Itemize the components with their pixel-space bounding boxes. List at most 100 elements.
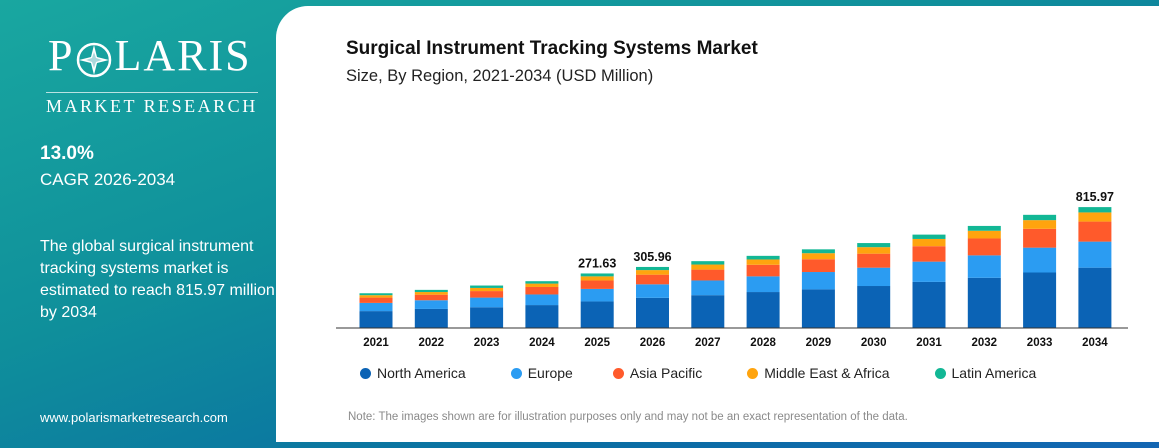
chart-panel: Surgical Instrument Tracking Systems Mar…	[276, 6, 1159, 442]
bar-segment-2022-middle-east-africa	[414, 292, 448, 295]
x-tick-label-2026: 2026	[640, 337, 666, 349]
bar-segment-2031-europe	[912, 261, 946, 282]
bar-segment-2030-asia-pacific	[857, 253, 891, 268]
bar-segment-2029-middle-east-africa	[801, 253, 835, 260]
sidebar: P LARIS MARKET RESEARCH 13.0% CAGR 2026-…	[0, 0, 300, 448]
legend-item-asia-pacific: Asia Pacific	[612, 365, 703, 381]
x-tick-label-2023: 2023	[474, 337, 500, 349]
bar-segment-2022-europe	[414, 300, 448, 309]
x-tick-label-2025: 2025	[584, 337, 610, 349]
data-label-2026: 305.96	[633, 250, 671, 264]
bar-segment-2029-europe	[801, 272, 835, 290]
x-tick-label-2027: 2027	[695, 337, 721, 349]
bar-segment-2022-north-america	[414, 308, 448, 328]
data-label-2034: 815.97	[1076, 190, 1114, 204]
bar-segment-2034-latin-america	[1078, 207, 1112, 213]
bar-segment-2031-north-america	[912, 281, 946, 328]
bar-segment-2028-north-america	[746, 292, 780, 328]
bar-segment-2024-europe	[525, 294, 559, 306]
bar-segment-2024-north-america	[525, 305, 559, 328]
disclaimer-note: Note: The images shown are for illustrat…	[348, 411, 908, 423]
bar-segment-2023-north-america	[470, 307, 504, 328]
website-link[interactable]: www.polarismarketresearch.com	[40, 410, 228, 425]
x-tick-label-2028: 2028	[750, 337, 776, 349]
bar-segment-2034-asia-pacific	[1078, 221, 1112, 242]
bar-segment-2026-latin-america	[636, 266, 669, 271]
legend-label: North America	[377, 365, 466, 381]
bar-segment-2033-north-america	[1023, 272, 1057, 328]
legend-label: Latin America	[951, 365, 1037, 381]
compass-star-icon	[76, 38, 112, 77]
bar-segment-2030-europe	[857, 267, 891, 287]
legend-item-north-america: North America	[360, 365, 466, 381]
bar-segment-2032-north-america	[967, 277, 1001, 328]
bar-segment-2026-europe	[636, 284, 669, 298]
bar-segment-2030-middle-east-africa	[857, 247, 891, 254]
bar-segment-2028-latin-america	[746, 255, 780, 260]
bar-segment-2032-middle-east-africa	[967, 230, 1001, 239]
legend-label: Europe	[527, 365, 573, 381]
stacked-bar-chart: 2021 2022 2023 2024 2025 271.63 2026 305.96 2027…	[336, 190, 1128, 349]
bar-segment-2025-middle-east-africa	[580, 276, 614, 281]
bar-segment-2030-latin-america	[857, 243, 891, 248]
bar-segment-2023-latin-america	[470, 285, 504, 288]
bar-segment-2031-asia-pacific	[912, 246, 946, 262]
data-label-2025: 271.63	[578, 256, 616, 270]
brand-name-part1: P	[48, 31, 75, 80]
bar-segment-2032-asia-pacific	[967, 238, 1001, 256]
bar-segment-2026-north-america	[636, 297, 669, 328]
chart-title: Surgical Instrument Tracking Systems Mar…	[346, 38, 758, 59]
cagr-label: CAGR 2026-2034	[40, 170, 176, 189]
x-tick-label-2031: 2031	[916, 337, 942, 349]
legend-label: Asia Pacific	[629, 365, 703, 381]
bar-segment-2022-asia-pacific	[414, 294, 448, 301]
bar-segment-2027-asia-pacific	[691, 269, 725, 281]
bar-segment-2031-middle-east-africa	[912, 238, 946, 247]
bar-segment-2025-europe	[580, 288, 614, 302]
bar-segment-2021-latin-america	[359, 293, 393, 296]
bar-segment-2029-latin-america	[801, 249, 835, 254]
x-tick-label-2030: 2030	[861, 337, 887, 349]
market-description: The global surgical instrument tracking …	[40, 238, 275, 321]
legend-swatch	[360, 367, 371, 379]
bar-segment-2032-europe	[967, 255, 1001, 278]
cagr-value: 13.0%	[40, 143, 94, 164]
bar-segment-2021-asia-pacific	[359, 297, 393, 303]
bar-segment-2021-europe	[359, 302, 393, 312]
legend-item-middle-east-africa: Middle East & Africa	[747, 365, 890, 381]
bar-segment-2029-asia-pacific	[801, 259, 835, 273]
bar-segment-2023-asia-pacific	[470, 291, 504, 298]
bar-segment-2032-latin-america	[967, 225, 1001, 231]
bar-segment-2023-middle-east-africa	[470, 287, 504, 292]
bar-segment-2027-north-america	[691, 295, 725, 328]
x-tick-label-2021: 2021	[363, 337, 389, 349]
x-tick-label-2033: 2033	[1027, 337, 1053, 349]
bar-segment-2029-north-america	[801, 289, 835, 328]
bar-segment-2027-europe	[691, 280, 725, 296]
legend-label: Middle East & Africa	[764, 365, 890, 381]
chart-subtitle: Size, By Region, 2021-2034 (USD Million)	[346, 67, 654, 85]
brand-subtitle: MARKET RESEARCH	[46, 92, 258, 117]
bar-segment-2033-latin-america	[1023, 214, 1057, 221]
bar-segment-2024-middle-east-africa	[525, 283, 559, 287]
legend-swatch	[510, 367, 522, 379]
bar-segment-2025-north-america	[580, 301, 614, 328]
legend-item-europe: Europe	[510, 365, 573, 381]
legend-swatch	[934, 367, 946, 379]
bar-segment-2021-north-america	[359, 311, 393, 328]
bar-segment-2027-middle-east-africa	[691, 264, 725, 270]
bar-segment-2034-middle-east-africa	[1078, 212, 1112, 222]
x-tick-label-2034: 2034	[1082, 337, 1108, 349]
bar-segment-2033-middle-east-africa	[1023, 220, 1057, 229]
bar-segment-2033-europe	[1023, 247, 1057, 273]
bar-segment-2024-asia-pacific	[525, 286, 559, 295]
bar-segment-2028-asia-pacific	[746, 264, 780, 277]
bar-segment-2033-asia-pacific	[1023, 228, 1057, 248]
bar-segment-2026-asia-pacific	[636, 274, 669, 285]
brand-logo: P LARIS	[48, 30, 252, 81]
bar-segment-2023-europe	[470, 297, 504, 308]
bar-segment-2024-latin-america	[525, 281, 559, 284]
x-tick-label-2032: 2032	[972, 337, 998, 349]
bar-segment-2031-latin-america	[912, 234, 946, 239]
x-tick-label-2022: 2022	[419, 337, 445, 349]
